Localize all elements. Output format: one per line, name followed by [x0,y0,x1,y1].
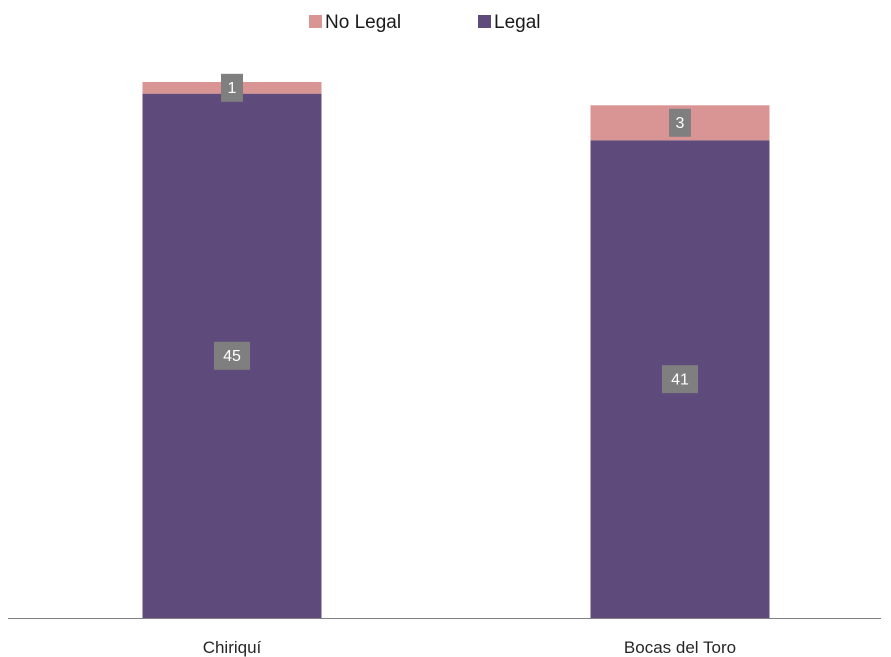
legend-swatch-legal [478,15,491,28]
data-label-bocas-del-toro-no-legal: 3 [676,115,685,132]
data-label-chiriqui-legal: 45 [223,348,241,365]
chart-legend: No Legal Legal [309,12,541,33]
data-label-group: 45 1 41 3 [214,73,698,394]
legend-label-legal: Legal [494,12,541,33]
legend-swatch-no-legal [309,15,322,28]
x-tick-label-chiriqui: Chiriquí [203,638,262,657]
data-label-box-bocas-del-toro-legal [662,365,698,394]
data-label-bocas-del-toro-legal: 41 [671,371,689,388]
data-label-box-chiriqui-no-legal [221,73,243,102]
data-label-box-chiriqui-legal [214,341,250,370]
x-tick-label-bocas-del-toro: Bocas del Toro [624,638,736,657]
data-label-chiriqui-no-legal: 1 [228,80,237,97]
bar-group [142,82,770,619]
data-label-box-bocas-del-toro-no-legal [669,108,691,137]
x-axis-ticks: Chiriquí Bocas del Toro [203,638,736,657]
legend-label-no-legal: No Legal [325,12,401,33]
